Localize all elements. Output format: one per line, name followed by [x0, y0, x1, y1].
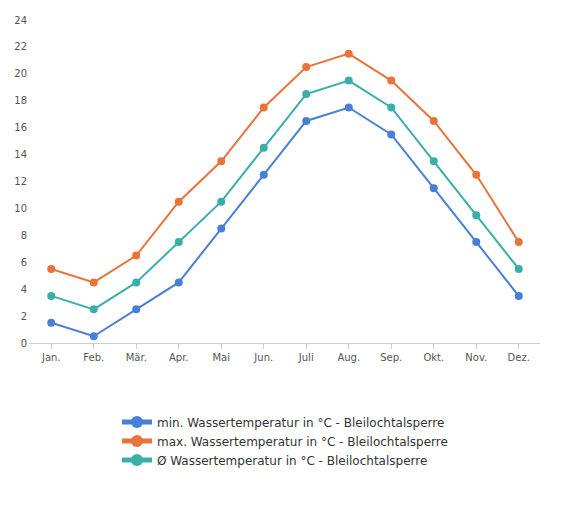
- svg-text:Dez.: Dez.: [508, 352, 530, 363]
- svg-text:Jun.: Jun.: [253, 352, 273, 363]
- svg-text:6: 6: [21, 257, 27, 268]
- svg-text:4: 4: [21, 284, 27, 295]
- svg-text:16: 16: [14, 122, 27, 133]
- svg-text:14: 14: [14, 149, 27, 160]
- svg-text:Nov.: Nov.: [465, 352, 487, 363]
- svg-text:Mär.: Mär.: [126, 352, 147, 363]
- svg-text:24: 24: [14, 15, 27, 26]
- svg-text:Apr.: Apr.: [169, 352, 189, 363]
- svg-text:12: 12: [14, 176, 27, 187]
- svg-text:2: 2: [21, 311, 27, 322]
- svg-text:Jan.: Jan.: [41, 352, 61, 363]
- svg-text:8: 8: [21, 230, 27, 241]
- svg-text:Mai: Mai: [212, 352, 230, 363]
- svg-text:10: 10: [14, 203, 27, 214]
- svg-text:min. Wassertemperatur in °C -: min. Wassertemperatur in °C - Bleilochta…: [157, 416, 444, 430]
- svg-text:18: 18: [14, 95, 27, 106]
- svg-text:max. Wassertemperatur in °C -: max. Wassertemperatur in °C - Bleilochta…: [157, 435, 448, 449]
- svg-text:0: 0: [21, 338, 27, 349]
- svg-text:Sep.: Sep.: [380, 352, 402, 363]
- svg-text:Juli: Juli: [298, 352, 314, 363]
- svg-text:22: 22: [14, 41, 27, 52]
- svg-text:Feb.: Feb.: [83, 352, 104, 363]
- svg-text:Ø Wassertemperatur in °C - Ble: Ø Wassertemperatur in °C - Bleilochtalsp…: [157, 454, 427, 468]
- svg-text:Aug.: Aug.: [337, 352, 360, 363]
- svg-text:20: 20: [14, 68, 27, 79]
- svg-text:Okt.: Okt.: [423, 352, 444, 363]
